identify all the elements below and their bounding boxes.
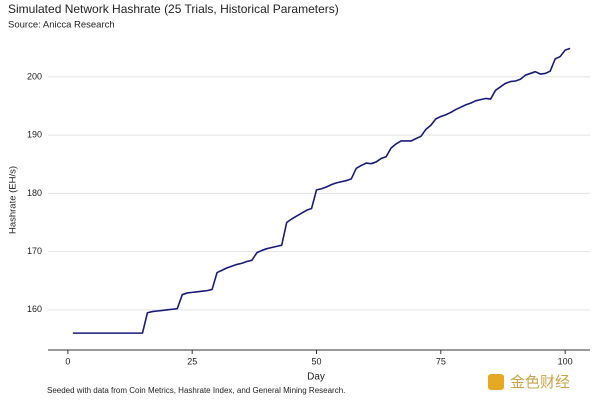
chart-title: Simulated Network Hashrate (25 Trials, H… <box>8 2 339 16</box>
footnote: Seeded with data from Coin Metrics, Hash… <box>47 386 345 395</box>
y-tick-label: 180 <box>27 188 42 198</box>
x-tick-label: 50 <box>312 356 322 366</box>
watermark: 金色财经 <box>510 374 570 391</box>
x-tick-label: 100 <box>558 356 573 366</box>
x-tick-label: 0 <box>65 356 70 366</box>
chart-subtitle: Source: Anicca Research <box>8 20 115 31</box>
x-tick-label: 75 <box>436 356 446 366</box>
y-tick-label: 200 <box>27 71 42 81</box>
y-tick-label: 190 <box>27 130 42 140</box>
watermark-icon <box>488 374 504 390</box>
x-axis-label: Day <box>307 372 325 383</box>
y-tick-label: 160 <box>27 304 42 314</box>
x-tick-label: 25 <box>187 356 197 366</box>
y-tick-label: 170 <box>27 246 42 256</box>
data-line <box>72 47 571 334</box>
y-axis-label: Hashrate (EH/s) <box>8 166 19 234</box>
